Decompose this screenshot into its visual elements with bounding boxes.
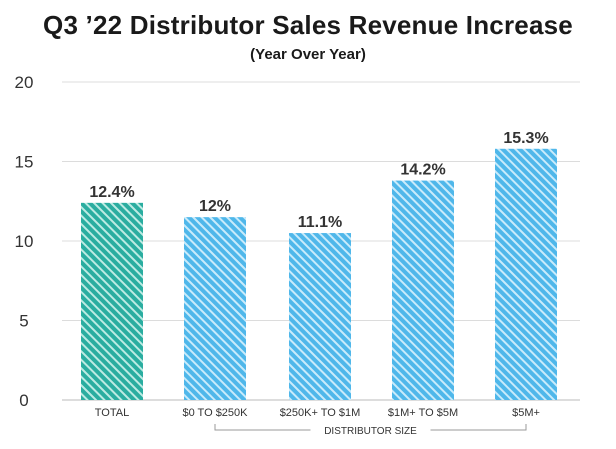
x-tick-label: TOTAL: [95, 407, 129, 419]
y-tick-label: 5: [19, 312, 28, 331]
y-tick-label: 10: [15, 232, 34, 251]
chart-title: Q3 ’22 Distributor Sales Revenue Increas…: [43, 10, 573, 40]
data-label: 12%: [199, 198, 231, 215]
bar: [289, 233, 351, 400]
bar: [495, 148, 557, 400]
x-tick-label: $5M+: [512, 407, 540, 419]
bar: [81, 202, 143, 400]
y-tick-label: 0: [19, 391, 28, 410]
y-tick-label: 20: [15, 73, 34, 92]
x-tick-label: $1M+ TO $5M: [388, 407, 458, 419]
x-tick-label: $250K+ TO $1M: [280, 407, 361, 419]
data-label: 14.2%: [400, 162, 445, 179]
y-tick-label: 15: [15, 153, 34, 172]
bar: [392, 180, 454, 400]
bar: [184, 217, 246, 400]
data-label: 15.3%: [503, 130, 548, 147]
chart-subtitle: (Year Over Year): [250, 46, 366, 63]
data-label: 11.1%: [298, 214, 342, 231]
group-label-bg: [310, 423, 431, 437]
x-tick-label: $0 TO $250K: [182, 407, 248, 419]
data-label: 12.4%: [89, 184, 134, 201]
group-label: DISTRIBUTOR SIZE: [324, 426, 417, 437]
